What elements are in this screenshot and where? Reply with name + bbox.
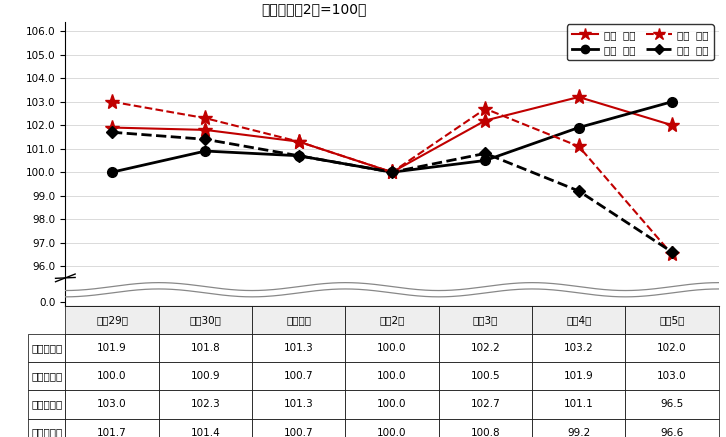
Title: 指数（令和2年=100）: 指数（令和2年=100） [261,3,367,17]
Legend: 宮崎  名目, 全国  名目, 宮崎  実質, 全国  実質: 宮崎 名目, 全国 名目, 宮崎 実質, 全国 実質 [567,24,714,60]
